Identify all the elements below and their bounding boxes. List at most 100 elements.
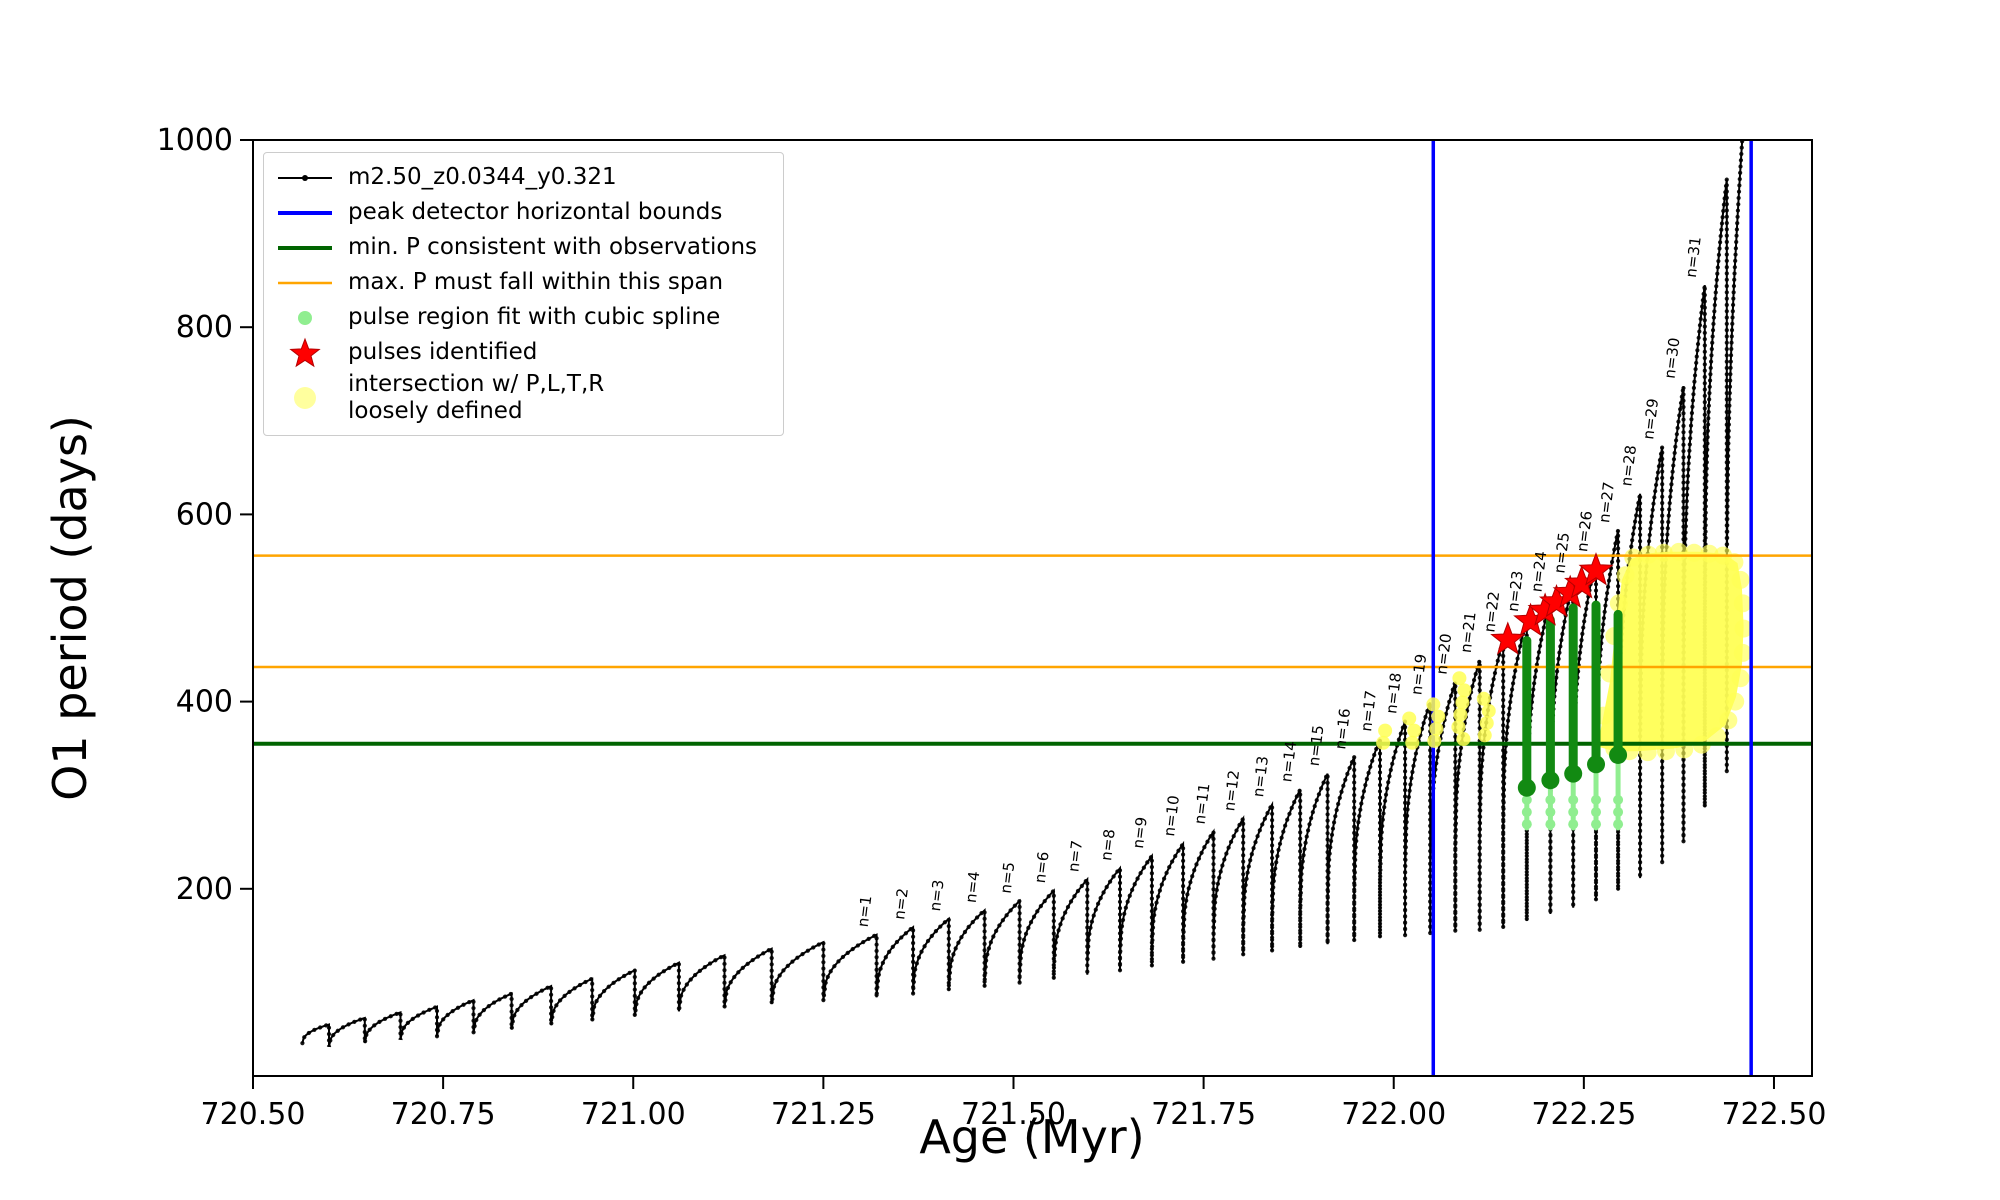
intersection-cluster-dot [1402,711,1417,726]
spline-region-bar [1591,600,1601,772]
intersection-dot [1734,619,1753,638]
legend: m2.50_z0.0344_y0.321 peak detector horizo… [263,152,785,437]
y-tick-label: 600 [176,497,233,532]
intersection-dot [1654,543,1673,562]
spline-region-light-dot [1568,794,1579,805]
intersection-cluster-dot [1427,733,1442,748]
spline-region-bar [1613,609,1623,763]
intersection-dot [1731,570,1750,589]
legend-dot [294,387,316,410]
x-tick-label: 720.75 [391,1097,496,1132]
pulse-label: n=8 [1097,828,1119,862]
spline-region-bar [1545,615,1555,788]
pulse-label: n=30 [1661,337,1684,380]
legend-label: pulse region fit with cubic spline [348,304,721,331]
spline-region-bar [1522,636,1532,796]
pulse-label: n=2 [890,887,912,921]
intersection-dot [1700,544,1719,563]
y-tick-label: 400 [176,685,233,720]
intersection-cluster-dot [1426,697,1441,712]
pulse-label: n=15 [1305,724,1328,767]
pulse-label: n=3 [926,879,948,913]
spline-region-light-dot [1545,807,1556,818]
pulse-label: n=29 [1639,397,1662,440]
intersection-cluster-dot [1455,695,1470,710]
spline-region-light-dot [1613,794,1624,805]
intersection-cluster-dot [1457,683,1472,698]
x-tick-label: 722.00 [1341,1097,1446,1132]
intersection-dot [1731,669,1750,688]
intersection-dot [1624,548,1643,567]
y-axis-label: O1 period (days) [43,415,97,801]
spline-region-light-dot [1521,819,1532,830]
pulse-label: n=14 [1277,740,1300,783]
spline-region-light-dot [1613,807,1624,818]
intersection-dot [1638,743,1657,762]
legend-marker-line [278,211,332,215]
pulse-label: n=26 [1573,510,1596,553]
intersection-dot [1609,594,1628,613]
y-tick-label: 800 [176,310,233,345]
x-tick-label: 720.50 [201,1097,306,1132]
spline-region-light-dot [1545,794,1556,805]
pulse-label: n=17 [1357,689,1380,732]
pulse-label: n=28 [1617,444,1640,487]
legend-label: pulses identified [348,339,538,366]
pulse-label: n=20 [1432,632,1455,675]
legend-marker-line [278,246,332,250]
spline-region-light-dot [1591,794,1602,805]
legend-marker-star [289,337,321,368]
pulse-label: n=9 [1129,816,1151,850]
intersection-cluster-dot [1378,723,1393,738]
pulse-star [1578,552,1614,586]
legend-marker-line [278,281,332,285]
x-tick-label: 722.25 [1531,1097,1636,1132]
intersection-cluster-dot [1376,735,1391,750]
spline-region-knot [1609,745,1628,764]
spline-region-bar [1568,603,1578,782]
pulse-label: n=21 [1457,611,1480,654]
pulse-label: n=24 [1527,550,1550,593]
intersection-cluster-dot [1405,735,1420,750]
legend-label: max. P must fall within this span [348,269,724,296]
intersection-cluster-dot [1429,721,1444,736]
intersection-dot [1733,643,1752,662]
intersection-dot [1733,594,1752,613]
legend-line-dot [302,175,308,181]
spline-region-knot [1517,778,1536,797]
intersection-cluster-dot [1452,671,1467,686]
pulse-label: n=27 [1595,481,1618,524]
intersection-region [1597,551,1744,752]
legend-star-icon [289,337,321,368]
legend-item-1: peak detector horizontal bounds [274,196,757,230]
legend-label: min. P consistent with observations [348,234,758,261]
plot-frame [252,139,1813,1077]
legend-marker-dot [294,387,316,410]
pulse-label: n=10 [1160,794,1183,837]
x-tick-label: 721.75 [1151,1097,1256,1132]
legend-item-4: pulse region fit with cubic spline [274,301,757,335]
spline-region-knot [1541,771,1560,790]
x-tick-label: 722.50 [1721,1097,1826,1132]
intersection-dot [1725,553,1744,572]
intersection-cluster-dot [1431,709,1446,724]
x-tick-label: 721.25 [771,1097,876,1132]
intersection-cluster-dot [1456,732,1471,747]
intersection-cluster-dot [1453,707,1468,722]
spline-region-light-dot [1591,819,1602,830]
pulse-label: n=22 [1480,590,1503,633]
pulse-label: n=6 [1031,851,1053,885]
pulse-label: n=18 [1382,672,1405,715]
intersection-dot [1719,711,1738,730]
intersection-dot [1726,692,1745,711]
pulse-label: n=25 [1550,531,1573,574]
spline-region-light-dot [1545,819,1556,830]
series-curve-markers [300,140,1745,1048]
intersection-cluster-dot [1407,723,1422,738]
spline-region-light-dot [1613,819,1624,830]
intersection-cluster-dot [1451,719,1466,734]
legend-marker-dot [298,311,312,325]
legend-item-6: intersection w/ P,L,T,R loosely defined [274,371,757,425]
legend-marker-line-dot [278,175,332,181]
